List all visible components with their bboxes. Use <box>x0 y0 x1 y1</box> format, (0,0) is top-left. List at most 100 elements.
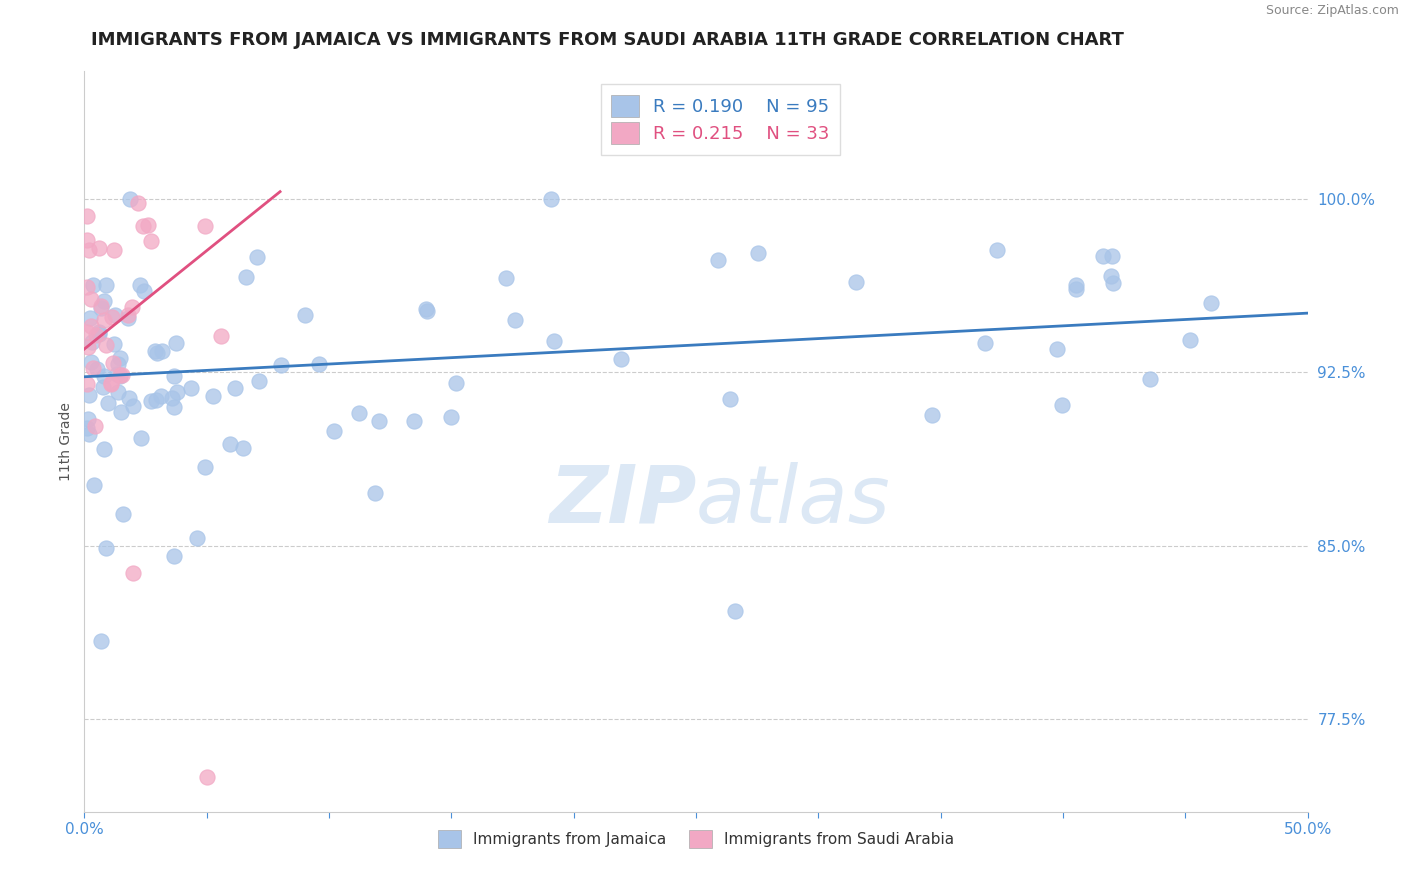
Point <box>93 293 115 308</box>
Point <box>1139 372 1161 386</box>
Point <box>108 369 131 384</box>
Point <box>90 299 112 313</box>
Point <box>129 431 152 445</box>
Point <box>246 250 269 264</box>
Point <box>127 195 149 210</box>
Text: atlas: atlas <box>696 462 891 540</box>
Point <box>308 357 330 371</box>
Point <box>540 192 562 206</box>
Point <box>146 345 169 359</box>
Point <box>103 243 125 257</box>
Point <box>93 312 115 326</box>
Point <box>495 270 517 285</box>
Point <box>921 408 943 422</box>
Point <box>93 442 115 456</box>
Point <box>131 219 153 233</box>
Point <box>139 234 162 248</box>
Text: IMMIGRANTS FROM JAMAICA VS IMMIGRANTS FROM SAUDI ARABIA 11TH GRADE CORRELATION C: IMMIGRANTS FROM JAMAICA VS IMMIGRANTS FR… <box>91 31 1125 49</box>
Point <box>347 406 370 420</box>
Point <box>76 209 98 223</box>
Point <box>364 485 387 500</box>
Point <box>974 336 997 351</box>
Point <box>76 233 98 247</box>
Point <box>1180 333 1202 347</box>
Point <box>76 340 98 354</box>
Point <box>77 388 100 402</box>
Point <box>209 328 232 343</box>
Point <box>100 376 122 391</box>
Point <box>224 381 246 395</box>
Point <box>76 412 98 426</box>
Point <box>1101 249 1123 263</box>
Point <box>444 376 467 390</box>
Point <box>322 425 344 439</box>
Point <box>94 338 117 352</box>
Point <box>194 460 217 475</box>
Point <box>89 326 111 341</box>
Point <box>141 394 163 409</box>
Point <box>195 770 218 784</box>
Point <box>96 541 118 555</box>
Point <box>1050 398 1073 412</box>
Point <box>232 441 254 455</box>
Point <box>107 384 129 399</box>
Point <box>83 477 105 491</box>
Point <box>105 368 128 382</box>
Point <box>121 399 143 413</box>
Point <box>76 421 98 435</box>
Point <box>270 359 292 373</box>
Point <box>1199 296 1222 310</box>
Point <box>440 409 463 424</box>
Point <box>77 426 100 441</box>
Point <box>706 252 728 267</box>
Point <box>1064 282 1087 296</box>
Point <box>82 360 104 375</box>
Point <box>82 278 104 293</box>
Point <box>165 335 187 350</box>
Point <box>986 244 1008 258</box>
Point <box>132 284 155 298</box>
Point <box>91 379 114 393</box>
Point <box>86 362 108 376</box>
Point <box>202 389 225 403</box>
Point <box>1064 278 1087 293</box>
Point <box>79 310 101 325</box>
Point <box>163 400 186 414</box>
Point <box>186 531 208 545</box>
Point <box>80 292 103 306</box>
Point <box>94 278 117 293</box>
Point <box>76 280 98 294</box>
Point <box>121 300 143 314</box>
Text: Source: ZipAtlas.com: Source: ZipAtlas.com <box>1265 4 1399 18</box>
Point <box>145 393 167 408</box>
Point <box>747 246 769 260</box>
Point <box>166 384 188 399</box>
Point <box>718 392 741 407</box>
Y-axis label: 11th Grade: 11th Grade <box>59 402 73 481</box>
Point <box>108 351 131 366</box>
Point <box>93 369 115 384</box>
Point <box>136 218 159 232</box>
Point <box>150 343 173 358</box>
Point <box>118 391 141 405</box>
Point <box>76 325 98 339</box>
Point <box>84 419 107 434</box>
Point <box>87 326 110 340</box>
Point <box>101 310 124 325</box>
Point <box>724 604 747 618</box>
Point <box>219 436 242 450</box>
Point <box>117 308 139 322</box>
Legend: Immigrants from Jamaica, Immigrants from Saudi Arabia: Immigrants from Jamaica, Immigrants from… <box>430 822 962 856</box>
Text: ZIP: ZIP <box>548 462 696 540</box>
Point <box>128 278 150 293</box>
Point <box>235 270 257 285</box>
Point <box>110 368 132 383</box>
Point <box>76 377 98 392</box>
Point <box>87 241 110 255</box>
Point <box>80 355 103 369</box>
Point <box>107 357 129 371</box>
Point <box>120 192 142 206</box>
Point <box>79 243 101 257</box>
Point <box>101 356 124 370</box>
Point <box>97 396 120 410</box>
